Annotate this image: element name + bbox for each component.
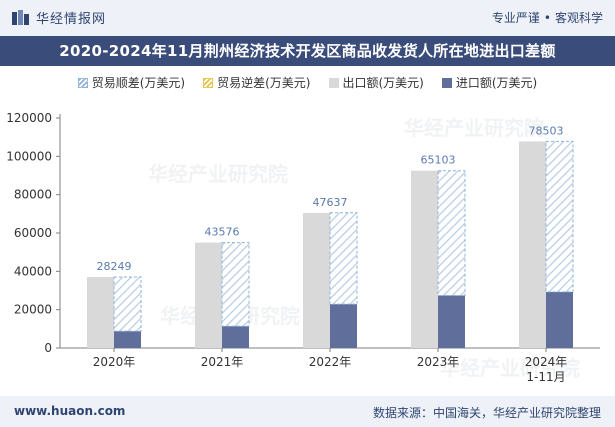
surplus-bar xyxy=(545,140,574,293)
import-bar xyxy=(546,291,573,348)
x-category-label: 2024年 1-11月 xyxy=(525,355,568,384)
footer-source: 数据来源：中国海关，华经产业研究院整理 xyxy=(372,406,601,420)
surplus-data-label: 47637 xyxy=(313,196,348,209)
tagline-professional: 专业严谨 xyxy=(491,11,540,25)
x-category-label: 2023年 xyxy=(417,355,460,369)
legend-swatch-import xyxy=(441,77,452,88)
import-bar xyxy=(114,331,141,348)
footer-bar: www.huaon.com 数据来源：中国海关，华经产业研究院整理 xyxy=(0,396,615,427)
y-tick-label: 40000 xyxy=(14,264,52,278)
surplus-bar xyxy=(113,276,142,332)
legend-swatch-export xyxy=(328,77,339,88)
brand-name: 华经情报网 xyxy=(36,12,107,27)
export-bar xyxy=(195,242,222,348)
header-bar: 华经情报网 专业严谨 • 客观科学 xyxy=(0,0,615,36)
title-bar: 2020-2024年11月荆州经济技术开发区商品收发货人所在地进出口差额 xyxy=(0,36,615,66)
legend-label-import: 进口额(万美元) xyxy=(455,76,538,90)
brand-logo-icon xyxy=(12,9,29,25)
surplus-data-label: 78503 xyxy=(529,124,564,137)
legend-item-deficit[interactable]: 贸易逆差(万美元) xyxy=(203,74,311,91)
x-category-label-line: 2021年 xyxy=(201,355,244,369)
y-tick-label: 100000 xyxy=(6,149,52,163)
chart-title: 2020-2024年11月荆州经济技术开发区商品收发货人所在地进出口差额 xyxy=(59,42,556,60)
legend-label-surplus: 贸易顺差(万美元) xyxy=(91,76,186,90)
brand[interactable]: 华经情报网 xyxy=(12,8,106,27)
y-tick-label: 60000 xyxy=(14,226,52,240)
y-tick-label: 20000 xyxy=(14,303,52,317)
legend-swatch-surplus xyxy=(77,77,88,88)
y-tick-label: 0 xyxy=(44,341,52,355)
footer-website-link[interactable]: www.huaon.com xyxy=(14,404,126,418)
tagline-objective: 客观科学 xyxy=(554,11,603,25)
surplus-bar xyxy=(329,212,358,305)
x-category-label-line: 2020年 xyxy=(93,355,136,369)
x-category-label-line: 2023年 xyxy=(417,355,460,369)
legend-item-import[interactable]: 进口额(万美元) xyxy=(441,74,538,91)
y-tick-label: 80000 xyxy=(14,188,52,202)
export-bar xyxy=(411,170,438,348)
surplus-bar xyxy=(437,170,466,296)
export-bar xyxy=(303,212,330,348)
y-tick-label: 120000 xyxy=(6,111,52,125)
import-bar xyxy=(222,326,249,348)
x-category-label-line: 1-11月 xyxy=(526,370,565,384)
legend-label-deficit: 贸易逆差(万美元) xyxy=(217,76,311,90)
x-category-label-line: 2024年 xyxy=(525,355,568,369)
tagline: 专业严谨 • 客观科学 xyxy=(492,9,603,26)
x-category-label: 2020年 xyxy=(93,355,136,369)
tagline-separator: • xyxy=(543,11,551,25)
chart-legend: 贸易顺差(万美元) 贸易逆差(万美元) 出口额(万美元) 进口额(万美元) xyxy=(0,74,615,91)
x-category-label-line: 2022年 xyxy=(309,355,352,369)
x-category-label: 2022年 xyxy=(309,355,352,369)
legend-swatch-deficit xyxy=(203,77,214,88)
surplus-data-label: 28249 xyxy=(97,260,132,273)
export-bar xyxy=(519,141,546,348)
x-category-label: 2021年 xyxy=(201,355,244,369)
legend-label-export: 出口额(万美元) xyxy=(342,76,424,90)
surplus-data-label: 43576 xyxy=(205,226,240,239)
import-bar xyxy=(438,295,465,348)
surplus-data-label: 65103 xyxy=(421,154,456,167)
import-bar xyxy=(330,304,357,348)
legend-item-export[interactable]: 出口额(万美元) xyxy=(328,74,424,91)
export-bar xyxy=(87,277,114,348)
legend-item-surplus[interactable]: 贸易顺差(万美元) xyxy=(77,74,186,91)
surplus-bar xyxy=(221,242,250,327)
